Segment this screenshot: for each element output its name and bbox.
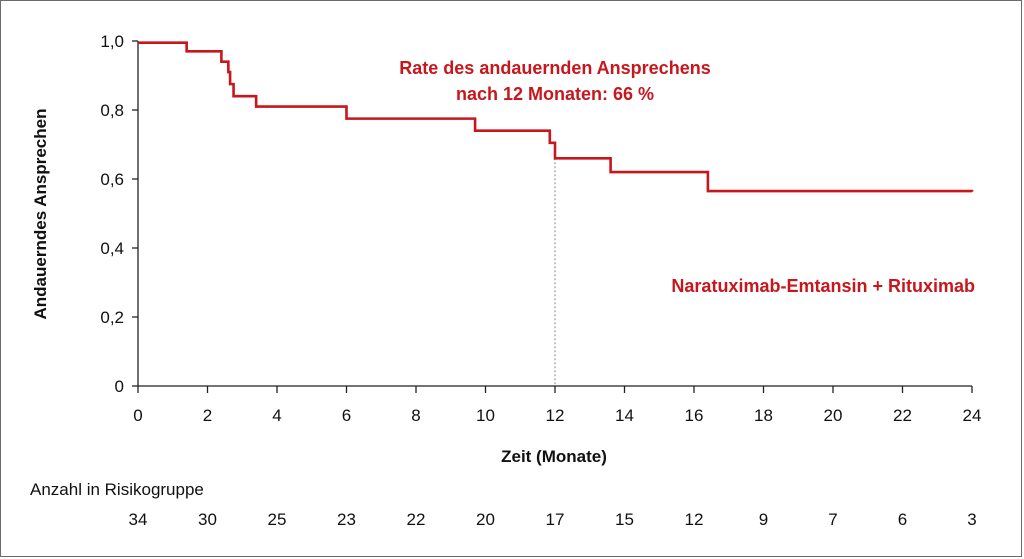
risk-table-title: Anzahl in Risikogruppe [30,480,204,499]
x-tick-label: 22 [893,406,912,425]
risk-number: 23 [337,510,356,529]
y-tick-label: 0,6 [100,170,124,189]
x-ticks: 0 2 4 6 8 10 12 14 16 18 20 22 24 [133,386,981,425]
x-axis-title: Zeit (Monate) [501,447,607,466]
annotation-rate-line-1: Rate des andauernden Ansprechens [399,58,710,78]
risk-number: 22 [407,510,426,529]
x-tick-label: 8 [411,406,420,425]
risk-number: 6 [898,510,907,529]
risk-number: 17 [546,510,565,529]
y-tick-label: 1,0 [100,32,124,51]
risk-number: 34 [129,510,148,529]
x-tick-label: 10 [476,406,495,425]
risk-number: 30 [198,510,217,529]
y-tick-label: 0 [115,377,124,396]
y-tick-label: 0,4 [100,239,124,258]
series-line-km-curve [138,41,974,193]
y-tick-label: 0,8 [100,101,124,120]
x-tick-label: 16 [685,406,704,425]
risk-number: 9 [759,510,768,529]
risk-number: 3 [967,510,976,529]
x-tick-label: 20 [824,406,843,425]
x-tick-label: 18 [754,406,773,425]
y-ticks: 0 0,2 0,4 0,6 0,8 1,0 [100,32,138,396]
risk-number: 25 [268,510,287,529]
series-layer [138,41,974,193]
risk-number: 7 [828,510,837,529]
x-tick-label: 24 [963,406,982,425]
risk-number: 12 [685,510,704,529]
annotation-rate-line-2: nach 12 Monaten: 66 % [456,84,654,104]
y-axis-title: Andauerndes Ansprechen [31,109,50,320]
x-tick-label: 14 [615,406,634,425]
x-tick-label: 2 [203,406,212,425]
risk-number: 20 [476,510,495,529]
x-tick-label: 6 [342,406,351,425]
y-tick-label: 0,2 [100,308,124,327]
risk-number: 15 [615,510,634,529]
x-tick-label: 4 [272,406,281,425]
x-tick-label: 0 [133,406,142,425]
risk-table-numbers: 34 30 25 23 22 20 17 15 12 9 7 6 3 [129,510,977,529]
annotation-series-label: Naratuximab-Emtansin + Rituximab [671,276,975,296]
x-tick-label: 12 [546,406,565,425]
